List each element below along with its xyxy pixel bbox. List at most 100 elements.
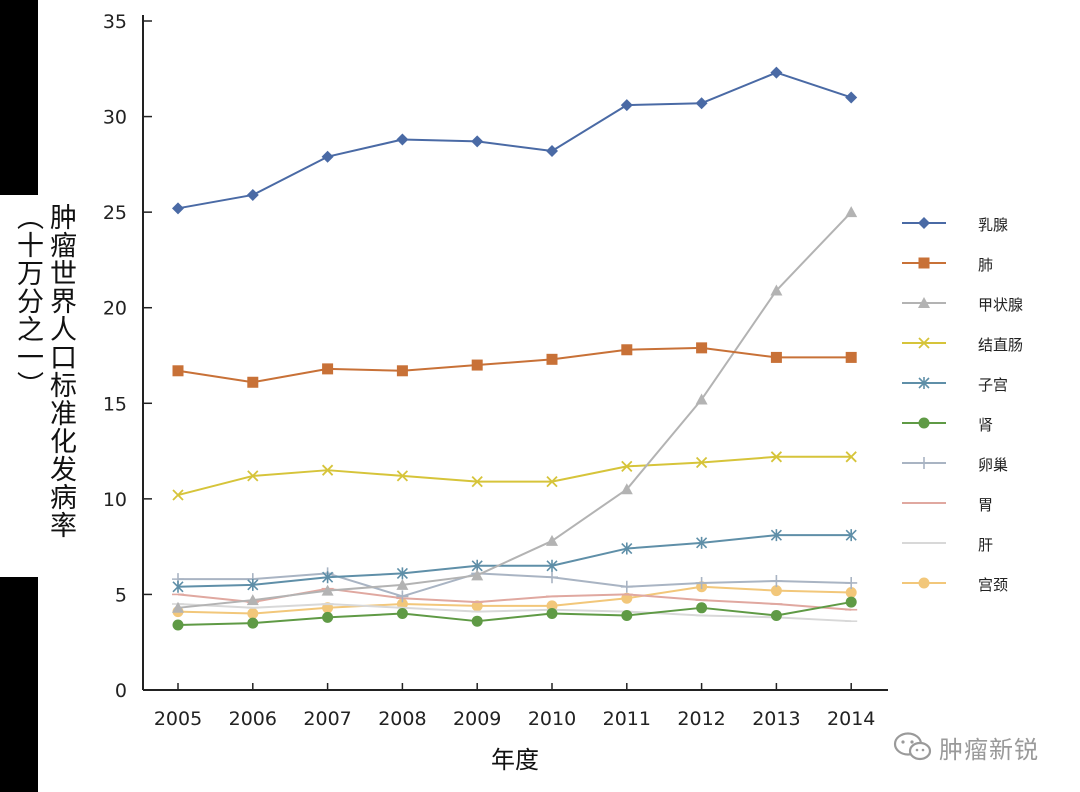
legend-label: 肾 xyxy=(978,416,994,434)
data-point xyxy=(845,529,857,542)
legend-panel xyxy=(890,195,1080,690)
data-point xyxy=(695,393,708,405)
data-point xyxy=(247,608,259,620)
x-tick-label: 2014 xyxy=(827,708,875,730)
data-point xyxy=(770,529,782,542)
series-line xyxy=(177,211,852,609)
y-tick-label: 35 xyxy=(103,11,127,33)
data-point xyxy=(172,580,184,593)
data-point xyxy=(546,608,558,620)
x-tick-label: 2011 xyxy=(603,708,651,730)
series-3 xyxy=(172,206,858,613)
data-point xyxy=(845,587,857,599)
legend-label: 结直肠 xyxy=(978,336,1024,354)
data-point xyxy=(770,575,783,588)
data-point xyxy=(396,608,408,620)
legend-item: 甲状腺 xyxy=(900,286,1070,326)
legend-marker xyxy=(918,377,930,389)
data-point xyxy=(247,617,259,629)
data-point xyxy=(396,590,409,603)
y-tick-label: 15 xyxy=(103,393,127,415)
axes: 0 5 10 15 20 25 30 35 2005 2006 2007 2008 2009 2010 20… xyxy=(103,11,888,730)
series-line xyxy=(177,534,852,588)
y-tick-label: 25 xyxy=(103,202,127,224)
series-2 xyxy=(172,342,857,388)
legend-item: 胃 xyxy=(900,486,1070,526)
series-line xyxy=(177,602,852,623)
series-layer xyxy=(172,66,858,631)
data-point xyxy=(321,584,334,596)
legend-label: 卵巢 xyxy=(978,456,1009,474)
data-point xyxy=(546,476,558,488)
data-point xyxy=(247,578,259,591)
data-point xyxy=(546,353,558,365)
series-1 xyxy=(172,66,858,215)
legend-item: 肝 xyxy=(900,526,1070,566)
x-tick-label: 2010 xyxy=(528,708,576,730)
legend-label: 甲状腺 xyxy=(978,296,1024,314)
y-tick-label: 30 xyxy=(103,107,127,129)
data-point xyxy=(546,559,558,572)
series-line xyxy=(177,71,852,210)
legend-item: 子宫 xyxy=(900,366,1070,406)
legend-key xyxy=(902,297,946,308)
data-point xyxy=(696,342,708,354)
series-line xyxy=(177,601,852,627)
y-tick-label: 5 xyxy=(115,584,127,606)
data-point xyxy=(471,569,484,581)
series-4 xyxy=(172,451,857,501)
data-point xyxy=(621,460,633,472)
legend-marker xyxy=(918,217,930,229)
x-axis-label: 年度 xyxy=(491,746,539,774)
watermark: 肿瘤新锐 xyxy=(893,726,1073,766)
data-point xyxy=(321,464,334,476)
x-tick-label: 2006 xyxy=(229,708,277,730)
data-point xyxy=(546,144,558,157)
x-tick-label: 2005 xyxy=(154,708,202,730)
wechat-icon xyxy=(893,732,932,761)
data-point xyxy=(172,619,184,631)
legend-label: 子宫 xyxy=(978,376,1009,394)
data-point xyxy=(471,359,483,371)
series-line xyxy=(178,572,852,598)
data-point xyxy=(620,483,633,495)
legend-key xyxy=(902,337,946,349)
legend-label: 宫颈 xyxy=(978,576,1009,594)
series-line xyxy=(177,346,852,384)
legend-marker xyxy=(918,337,930,349)
data-point xyxy=(695,456,708,469)
data-point xyxy=(322,571,334,584)
y-tick-label: 20 xyxy=(103,298,127,320)
legend-key xyxy=(902,542,946,544)
data-point xyxy=(770,66,783,79)
legend: 乳腺肺甲状腺 结直肠 子宫肾卵巢胃肝宫颈 xyxy=(900,206,1070,606)
data-point xyxy=(396,567,408,580)
data-point xyxy=(172,601,184,613)
data-point xyxy=(695,97,708,110)
data-point xyxy=(770,351,782,363)
legend-key xyxy=(902,217,946,229)
legend-marker xyxy=(918,577,930,589)
legend-label: 肝 xyxy=(978,536,994,554)
data-point xyxy=(845,351,857,363)
y-axis-label-panel: 肿瘤世界人口标准化发病率 （十万分之一） xyxy=(0,195,76,577)
legend-item: 肺 xyxy=(900,246,1070,286)
data-point xyxy=(396,133,409,146)
legend-item: 宫颈 xyxy=(900,566,1070,606)
data-point xyxy=(695,576,708,589)
data-point xyxy=(845,596,857,608)
data-point xyxy=(696,536,708,549)
data-point xyxy=(246,188,259,201)
legend-key xyxy=(902,457,946,469)
data-point xyxy=(620,580,633,593)
data-point xyxy=(471,476,483,488)
series-6 xyxy=(172,596,857,631)
data-point xyxy=(321,150,334,163)
legend-marker xyxy=(918,417,930,429)
data-point xyxy=(246,594,259,606)
legend-label: 肺 xyxy=(978,256,994,274)
y-tick-label: 0 xyxy=(115,680,127,702)
data-point xyxy=(322,363,334,375)
legend-item: 卵巢 xyxy=(900,446,1070,486)
